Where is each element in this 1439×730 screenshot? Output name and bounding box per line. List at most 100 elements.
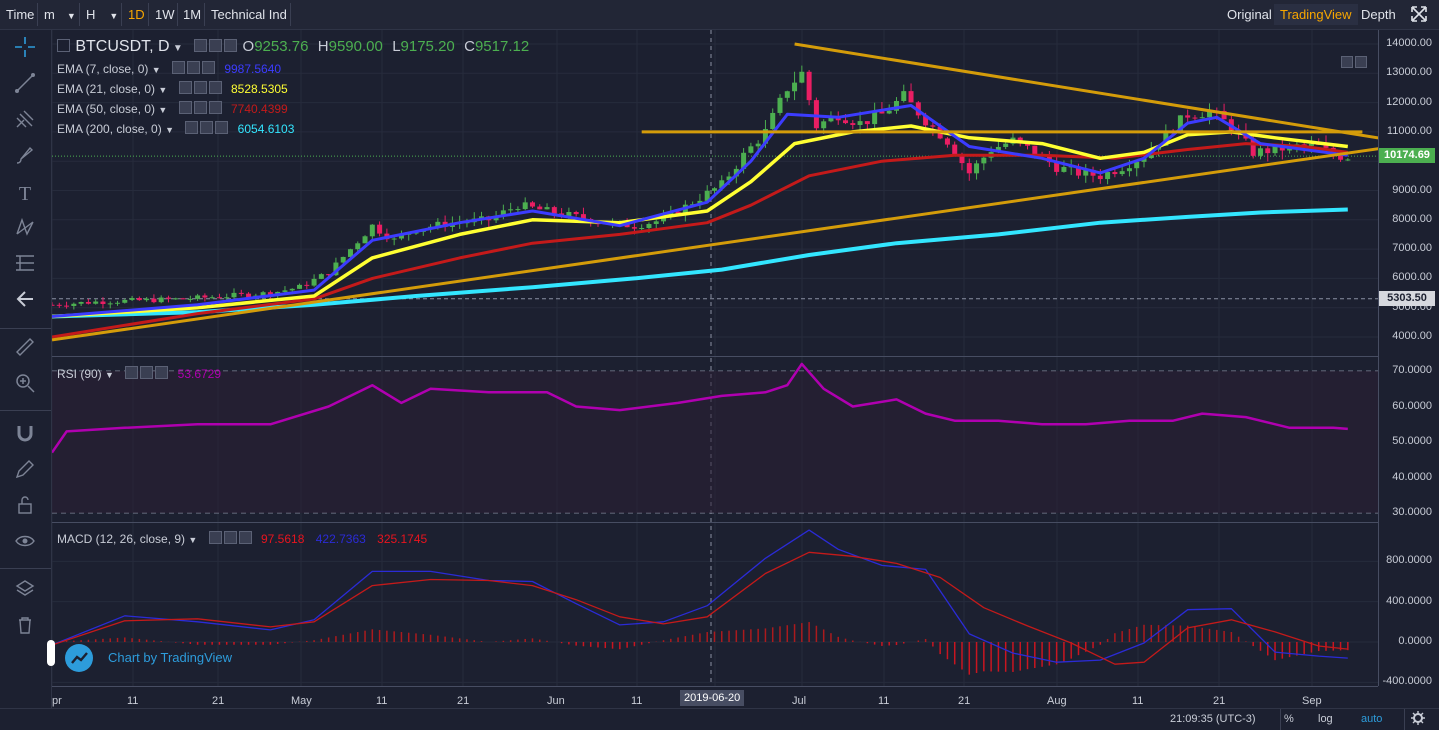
candle-body bbox=[777, 97, 783, 113]
brush-icon[interactable] bbox=[11, 144, 39, 172]
lock-drawing-icon[interactable] bbox=[11, 458, 39, 486]
eye-icon[interactable] bbox=[11, 530, 39, 558]
settings-icon[interactable] bbox=[186, 61, 200, 74]
fullscreen-icon[interactable] bbox=[1405, 4, 1433, 25]
remove-icon[interactable] bbox=[224, 39, 238, 52]
tradingview-branding[interactable]: Chart by TradingView bbox=[60, 641, 250, 675]
candle-body bbox=[129, 298, 135, 300]
pane-separator[interactable] bbox=[52, 356, 1439, 357]
trash-icon[interactable] bbox=[11, 614, 39, 642]
dropdown-icon[interactable]: ▼ bbox=[105, 370, 114, 380]
price-chart[interactable] bbox=[52, 30, 1378, 686]
visibility-toggle-icon[interactable] bbox=[171, 61, 185, 74]
back-arrow-icon[interactable] bbox=[11, 288, 39, 316]
settings-icon[interactable] bbox=[140, 366, 154, 379]
candle-body bbox=[1075, 166, 1081, 176]
high-label: H bbox=[317, 38, 329, 55]
scroll-buttons[interactable] bbox=[1341, 56, 1369, 70]
original-view-button[interactable]: Original bbox=[1227, 7, 1272, 22]
price-axis-label: 4000.00 bbox=[1392, 330, 1432, 342]
magnet-icon[interactable] bbox=[11, 422, 39, 450]
dropdown-icon[interactable]: ▼ bbox=[158, 85, 168, 95]
candle-body bbox=[704, 190, 710, 201]
candle-body bbox=[93, 301, 99, 304]
candle-body bbox=[1105, 172, 1111, 180]
remove-icon[interactable] bbox=[208, 101, 222, 114]
ema21-label: EMA (21, close, 0) bbox=[57, 82, 156, 96]
interval-1m-button[interactable]: 1M bbox=[183, 7, 202, 22]
macd-signal-value: 325.1745 bbox=[377, 532, 428, 546]
scroll-down-icon[interactable] bbox=[1341, 56, 1353, 68]
pitchfork-icon[interactable] bbox=[11, 108, 39, 136]
log-scale-button[interactable]: log bbox=[1318, 713, 1333, 725]
interval-1w-button[interactable]: 1W bbox=[155, 7, 175, 22]
visibility-toggle-icon[interactable] bbox=[178, 101, 192, 114]
fib-icon[interactable] bbox=[11, 252, 39, 280]
candle-body bbox=[1003, 143, 1009, 147]
text-icon[interactable]: T bbox=[18, 183, 32, 205]
candle-body bbox=[100, 301, 106, 304]
pane-separator[interactable] bbox=[52, 522, 1439, 523]
status-bar: 21:09:35 (UTC-3) % log auto bbox=[0, 708, 1439, 730]
settings-icon[interactable] bbox=[200, 121, 214, 134]
remove-icon[interactable] bbox=[215, 121, 229, 134]
candle-body bbox=[369, 224, 375, 237]
lock-icon[interactable] bbox=[11, 494, 39, 522]
depth-view-button[interactable]: Depth bbox=[1361, 7, 1396, 22]
auto-scale-button[interactable]: auto bbox=[1361, 713, 1383, 725]
collapse-legend-icon[interactable] bbox=[57, 39, 70, 52]
remove-icon[interactable] bbox=[238, 531, 252, 544]
candle-body bbox=[544, 207, 550, 210]
candle-body bbox=[631, 227, 637, 229]
remove-icon[interactable] bbox=[155, 366, 169, 379]
visibility-toggle-icon[interactable] bbox=[194, 39, 208, 52]
settings-icon[interactable] bbox=[1411, 711, 1425, 730]
candle-body bbox=[1345, 159, 1351, 161]
candle-body bbox=[318, 274, 324, 279]
zoom-icon[interactable] bbox=[11, 372, 39, 400]
visibility-toggle-icon[interactable] bbox=[178, 81, 192, 94]
ruler-icon[interactable] bbox=[11, 336, 39, 364]
time-axis[interactable]: Sep2111Aug2111Jul2111Jun2111May2111pr 20… bbox=[52, 686, 1378, 709]
price-axis-label: 7000.00 bbox=[1392, 242, 1432, 255]
drawing-toolbar: T bbox=[0, 30, 52, 729]
candle-body bbox=[304, 284, 310, 286]
rsi-axis-label: 30.0000 bbox=[1392, 506, 1432, 518]
settings-icon[interactable] bbox=[193, 81, 207, 94]
candle-body bbox=[697, 200, 703, 205]
candle-body bbox=[282, 290, 288, 292]
collapse-handle[interactable] bbox=[47, 640, 55, 666]
scroll-up-icon[interactable] bbox=[1355, 56, 1367, 68]
price-axis[interactable]: 14000.0013000.0012000.0011000.0010000.00… bbox=[1378, 30, 1439, 687]
pattern-icon[interactable] bbox=[11, 216, 39, 244]
settings-icon[interactable] bbox=[193, 101, 207, 114]
visibility-toggle-icon[interactable] bbox=[185, 121, 199, 134]
interval-1d-button[interactable]: 1D bbox=[128, 7, 145, 22]
settings-icon[interactable] bbox=[223, 531, 237, 544]
percent-scale-button[interactable]: % bbox=[1284, 713, 1294, 725]
candle-body bbox=[151, 298, 157, 303]
candle-body bbox=[246, 293, 252, 298]
candle-body bbox=[551, 207, 557, 214]
candle-body bbox=[64, 305, 70, 307]
dropdown-icon[interactable]: ▼ bbox=[188, 535, 198, 545]
tradingview-view-button[interactable]: TradingView bbox=[1274, 4, 1358, 25]
toolbar-divider bbox=[0, 410, 51, 411]
dropdown-icon[interactable]: ▼ bbox=[158, 105, 168, 115]
dropdown-icon[interactable]: ▼ bbox=[172, 43, 183, 54]
time-axis-label: 11 bbox=[878, 695, 890, 707]
settings-icon[interactable] bbox=[209, 39, 223, 52]
dropdown-icon[interactable]: ▼ bbox=[165, 125, 174, 135]
layers-icon[interactable] bbox=[11, 578, 39, 606]
candle-body bbox=[1054, 162, 1060, 172]
trend-line-icon[interactable] bbox=[11, 72, 39, 100]
visibility-toggle-icon[interactable] bbox=[208, 531, 222, 544]
dropdown-icon[interactable]: ▼ bbox=[151, 65, 161, 75]
hours-select[interactable]: H ▼ bbox=[86, 7, 119, 22]
crosshair-icon[interactable] bbox=[11, 36, 39, 64]
remove-icon[interactable] bbox=[208, 81, 222, 94]
remove-icon[interactable] bbox=[201, 61, 215, 74]
technical-indicators-button[interactable]: Technical Ind bbox=[211, 7, 287, 22]
minutes-select[interactable]: m ▼ bbox=[44, 7, 76, 22]
visibility-toggle-icon[interactable] bbox=[125, 366, 139, 379]
